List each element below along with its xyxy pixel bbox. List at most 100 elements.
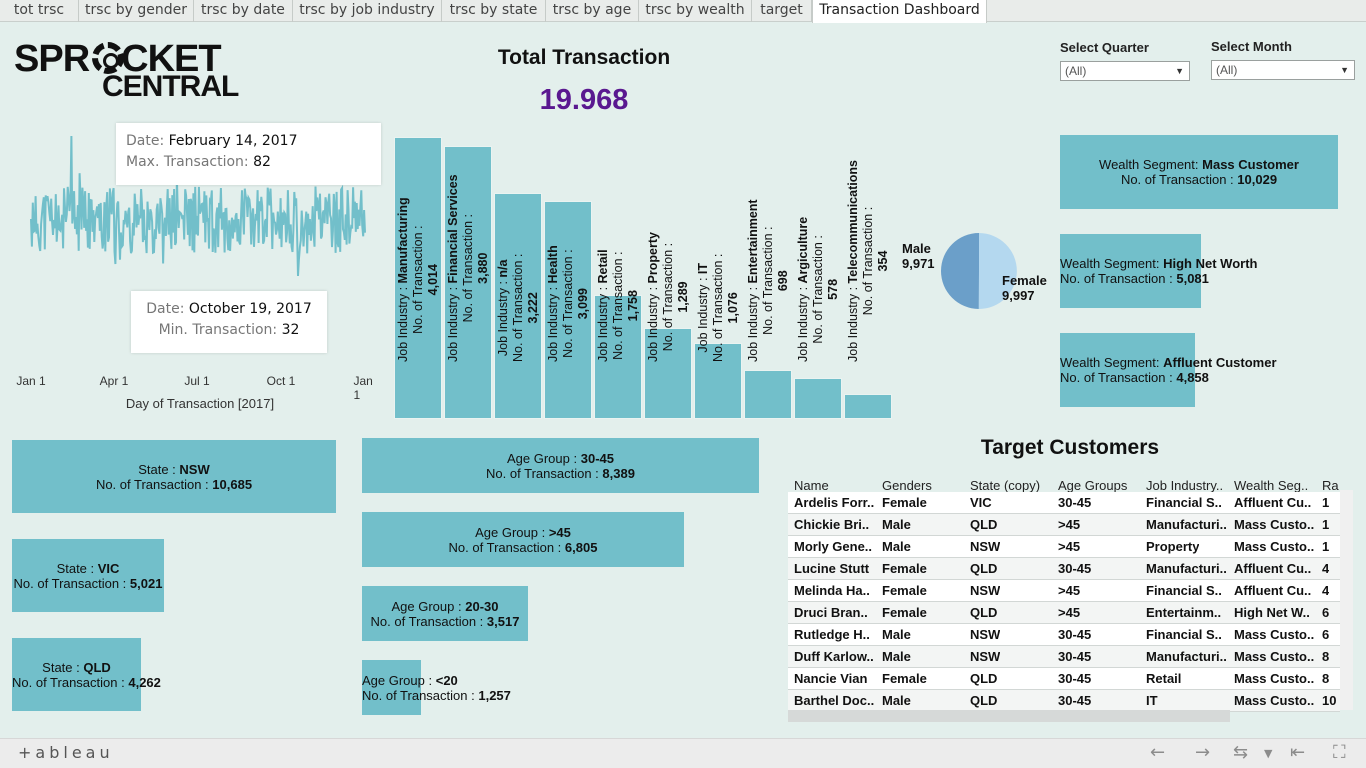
table-column-header[interactable]: Genders (882, 478, 932, 493)
table-cell: NSW (970, 583, 1001, 598)
fullscreen-icon[interactable]: ⛶ (1333, 742, 1346, 763)
transaction-by-gender-pie: Male 9,971 Female 9,997 (900, 230, 1060, 320)
tab-tot-trsc[interactable]: tot trsc (0, 0, 79, 22)
wealth-bar[interactable] (1060, 234, 1201, 308)
table-cell: VIC (970, 495, 992, 510)
redo-icon[interactable]: → (1195, 742, 1211, 763)
tab-transaction-dashboard[interactable]: Transaction Dashboard (812, 0, 987, 23)
revert-icon[interactable]: ⇆ (1233, 742, 1249, 763)
wealth-bar[interactable] (1060, 135, 1338, 209)
table-column-header[interactable]: Age Groups (1058, 478, 1128, 493)
tableau-logo[interactable]: +ableau (18, 743, 114, 762)
tab-target[interactable]: target (752, 0, 812, 22)
table-column-header[interactable]: Ra (1322, 478, 1339, 493)
table-cell: QLD (970, 605, 998, 620)
table-cell: 1 (1322, 539, 1330, 554)
month-select[interactable]: (All) ▼ (1211, 60, 1355, 80)
tab-trsc-by-gender[interactable]: trsc by gender (79, 0, 194, 22)
table-row[interactable]: Morly Gene.. Male NSW >45 Property Mass Custo… (788, 536, 1340, 558)
age-bar[interactable] (362, 512, 684, 567)
job-industry-bar[interactable] (744, 370, 792, 419)
pie-slice-female[interactable] (978, 233, 1017, 309)
tooltip-min-value: 32 (281, 322, 300, 338)
pie-label-male: Male 9,971 (902, 241, 935, 271)
job-industry-bar[interactable] (844, 394, 892, 419)
table-row[interactable]: Chickie Bri.. Male QLD >45 Manufacturi.. Mass… (788, 514, 1340, 536)
transaction-line[interactable] (30, 135, 366, 277)
job-industry-bar[interactable] (544, 201, 592, 419)
table-cell: 30-45 (1058, 671, 1092, 686)
table-column-header[interactable]: Job Industry.. (1146, 478, 1224, 493)
table-column-header[interactable]: Name (794, 478, 829, 493)
age-bar[interactable] (362, 660, 421, 715)
pie-slice-male[interactable] (940, 233, 979, 309)
table-row[interactable]: Druci Bran.. Female QLD >45 Entertainm.. High… (788, 602, 1340, 624)
job-industry-bar-label: Job Industry : Manufacturing No. of Trans… (396, 197, 441, 362)
table-cell: 1 (1322, 517, 1330, 532)
table-row[interactable]: Duff Karlow.. Male NSW 30-45 Manufacturi.. Ma… (788, 646, 1340, 668)
tab-trsc-by-date[interactable]: trsc by date (194, 0, 293, 22)
table-row[interactable]: Melinda Ha.. Female NSW >45 Financial S.. Aff… (788, 580, 1340, 602)
table-cell: QLD (970, 561, 998, 576)
month-select-value: (All) (1216, 63, 1238, 77)
table-cell: Rutledge H.. (794, 627, 870, 642)
table-row[interactable]: Nancie Vian Female QLD 30-45 Retail Mass Cust… (788, 668, 1340, 690)
job-industry-bar[interactable] (594, 295, 642, 419)
age-bar[interactable] (362, 438, 759, 493)
table-row[interactable]: Ardelis Forr.. Female VIC 30-45 Financial S.… (788, 492, 1340, 514)
pie-male-name: Male (902, 241, 931, 256)
table-cell: 1 (1322, 495, 1330, 510)
chevron-down-icon: ▼ (1340, 65, 1349, 75)
table-row[interactable]: Rutledge H.. Male NSW 30-45 Financial S.. Mas… (788, 624, 1340, 646)
job-industry-bar[interactable] (694, 343, 742, 419)
date-line-chart[interactable] (10, 118, 385, 378)
state-bar[interactable] (12, 440, 336, 513)
state-bar[interactable] (12, 638, 141, 711)
tab-trsc-by-wealth[interactable]: trsc by wealth (639, 0, 752, 22)
table-cell: >45 (1058, 583, 1081, 598)
job-industry-bar[interactable] (444, 146, 492, 419)
table-cell: Morly Gene.. (794, 539, 873, 554)
target-customers-title: Target Customers (980, 436, 1160, 459)
tab-trsc-by-job-industry[interactable]: trsc by job industry (293, 0, 442, 22)
job-industry-bar[interactable] (644, 328, 692, 419)
table-cell: Retail (1146, 671, 1182, 686)
undo-icon[interactable]: ← (1150, 742, 1166, 763)
pie-label-female: Female 9,997 (1002, 273, 1047, 303)
table-cell: Manufacturi.. (1146, 517, 1227, 532)
reset-icon[interactable]: ⇤ (1290, 742, 1306, 763)
state-bar[interactable] (12, 539, 164, 612)
table-cell: Female (882, 583, 927, 598)
vertical-scrollbar[interactable] (1340, 490, 1353, 710)
revert-dropdown-icon[interactable]: ▼ (1264, 747, 1273, 760)
table-column-header[interactable]: Wealth Seg.. (1234, 478, 1309, 493)
wealth-bar[interactable] (1060, 333, 1195, 407)
job-industry-bar-label: Job Industry : Financial Services No. of … (446, 174, 491, 362)
table-cell: 4 (1322, 561, 1330, 576)
quarter-select[interactable]: (All) ▼ (1060, 61, 1190, 81)
table-row[interactable]: Lucine Stutt Female QLD 30-45 Manufacturi.. A… (788, 558, 1340, 580)
job-prefix: Job Industry : (846, 286, 860, 362)
table-row[interactable]: Barthel Doc.. Male QLD 30-45 IT Mass Custo.. 1… (788, 690, 1340, 712)
table-cell: Male (882, 627, 911, 642)
age-value-prefix: No. of Transaction : (370, 613, 484, 629)
tab-trsc-by-state[interactable]: trsc by state (442, 0, 546, 22)
table-column-header[interactable]: State (copy) (970, 478, 1041, 493)
state-bar-label: State : NSW No. of Transaction : 10,685 (12, 462, 336, 492)
job-industry-bar-label: Job Industry : Property No. of Transactio… (646, 232, 691, 362)
table-cell: 30-45 (1058, 561, 1092, 576)
job-industry-bar[interactable] (494, 193, 542, 419)
sprocket-gear-icon (92, 42, 124, 74)
job-category: IT (696, 262, 710, 275)
job-value: 354 (876, 250, 890, 272)
job-value: 698 (776, 270, 790, 292)
job-industry-bar[interactable] (794, 378, 842, 419)
job-industry-bar[interactable] (394, 137, 442, 419)
state-prefix: State : (42, 659, 80, 675)
footer-toolbar: +ableau ← → ⇆ ▼ ⇤ ⛶ (0, 738, 1366, 768)
horizontal-scrollbar[interactable] (788, 710, 1230, 722)
age-bar[interactable] (362, 586, 528, 641)
quarter-filter-label: Select Quarter (1060, 40, 1149, 55)
tab-trsc-by-age[interactable]: trsc by age (546, 0, 639, 22)
table-cell: Chickie Bri.. (794, 517, 870, 532)
